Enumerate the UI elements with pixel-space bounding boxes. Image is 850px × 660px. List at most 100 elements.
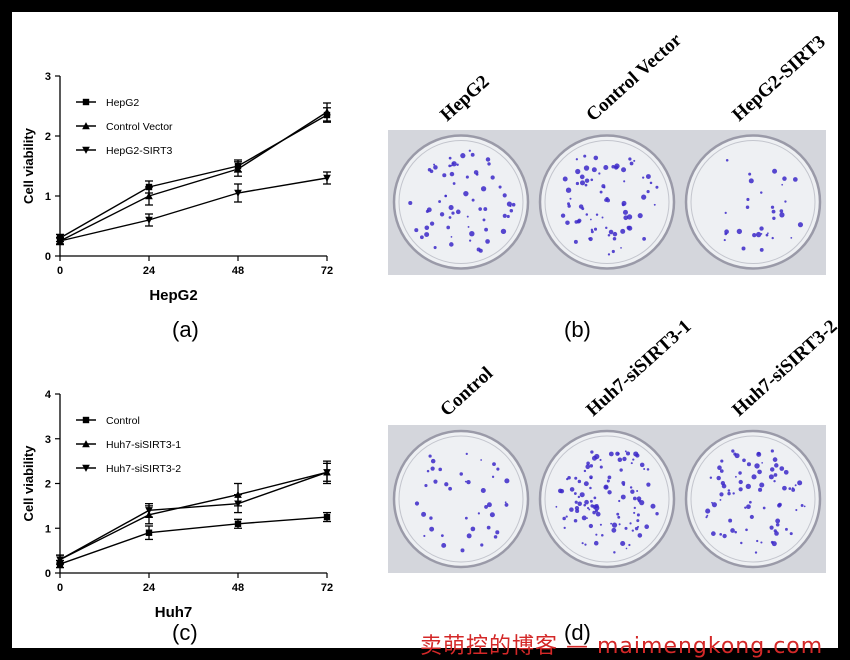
dish-label: Huh7-siSIRT3-2: [728, 316, 838, 421]
colony-dot: [586, 506, 590, 510]
data-point: [323, 469, 331, 477]
colony-dot: [575, 168, 581, 175]
colony-dot: [734, 530, 737, 534]
colony-dot: [728, 518, 733, 523]
colony-dot: [599, 458, 602, 462]
colony-dot: [624, 450, 627, 453]
colony-dot: [605, 226, 608, 230]
colony-dot: [408, 200, 413, 206]
colony-dot: [574, 500, 578, 504]
colony-dot: [742, 458, 746, 463]
colony-dot: [620, 540, 626, 547]
colony-dot: [773, 473, 778, 477]
colony-dot: [746, 504, 751, 510]
colony-dot: [616, 512, 620, 516]
colony-dot: [430, 466, 435, 471]
colony-dot: [757, 469, 762, 475]
line-chart-c: 0 1 2 3 4 0 24 48 72 Huh7 Cell viability Control Huh…: [21, 389, 333, 621]
colony-dot: [761, 462, 763, 464]
colony-dot: [633, 511, 636, 514]
series-1: [56, 102, 331, 246]
colony-dot: [593, 496, 597, 500]
colony-dot: [583, 469, 587, 473]
colony-dot: [559, 488, 565, 494]
colony-dot: [800, 504, 804, 507]
colony-dot: [752, 232, 757, 238]
series-line: [59, 516, 328, 565]
colony-dot: [622, 483, 626, 486]
dish-inner-rim: [690, 140, 816, 264]
colony-dot: [769, 525, 774, 530]
colony-dot: [607, 475, 612, 480]
colony-dot: [626, 214, 633, 220]
colony-dot: [635, 453, 640, 458]
y-tick-label: 3: [45, 71, 51, 83]
colony-dot: [586, 517, 588, 519]
colony-dot: [765, 233, 769, 237]
colony-dot: [625, 451, 631, 456]
colony-dot: [442, 173, 447, 178]
colony-dot: [577, 501, 582, 506]
series-line: [59, 111, 328, 242]
colony-dot: [725, 158, 729, 162]
colony-dot: [655, 185, 659, 189]
colony-dot: [598, 172, 601, 175]
colony-dot: [784, 200, 787, 203]
legend-marker: [82, 122, 90, 130]
line-chart-a: 0 1 2 3 0 24 48 72 HepG2 Cell viability HepG2 Contr…: [21, 71, 333, 304]
colony-dot: [444, 482, 449, 487]
dish-label: HepG2: [436, 71, 493, 125]
colony-dot: [493, 535, 498, 539]
y-tick-label: 1: [45, 191, 51, 203]
colony-dot: [722, 533, 727, 539]
colony-dot: [622, 456, 627, 462]
colony-dot: [477, 512, 481, 515]
colony-dot: [723, 239, 726, 242]
colony-dot: [577, 479, 582, 484]
colony-dot: [583, 154, 587, 158]
colony-dot: [634, 526, 639, 531]
colony-dot: [717, 465, 722, 470]
colony-dot: [470, 526, 476, 532]
colony-dot: [595, 511, 601, 517]
colony-dot: [565, 187, 572, 193]
colony-dot: [797, 222, 804, 228]
colony-dot: [760, 191, 763, 194]
series-line: [59, 114, 328, 239]
watermark-text: 卖萌控的博客 — maimengkong.com: [420, 634, 824, 659]
colony-dot: [738, 487, 743, 492]
colony-dot: [581, 542, 584, 545]
colony-dot: [719, 492, 724, 497]
colony-dot: [719, 498, 722, 501]
colony-dot: [724, 232, 728, 236]
colony-dot: [724, 211, 727, 215]
x-tick-label: 0: [57, 582, 63, 594]
dish-label: Control: [436, 363, 497, 421]
colony-dot: [642, 176, 645, 179]
colony-dot: [730, 528, 735, 533]
colony-dot: [565, 515, 568, 518]
colony-dot: [646, 482, 651, 487]
colony-panel-d: Control Huh7-siSIRT3-1 Huh7-siSIRT3-2: [388, 316, 838, 573]
colony-dot: [599, 190, 603, 194]
colony-dot: [426, 207, 432, 213]
colony-dot: [782, 485, 787, 491]
culture-dish: [392, 134, 530, 270]
colony-dot: [599, 523, 602, 526]
colony-dot: [577, 218, 582, 223]
colony-dot: [592, 504, 597, 509]
colony-dot: [629, 161, 634, 166]
x-tick-label: 24: [143, 265, 156, 277]
y-tick-label: 1: [45, 523, 51, 535]
colony-dot: [584, 499, 589, 505]
colony-dot: [589, 499, 593, 503]
colony-dot: [466, 215, 469, 218]
colony-dot: [463, 190, 469, 197]
colony-dot: [574, 476, 578, 480]
colony-dot: [758, 487, 763, 492]
colony-dot: [575, 158, 578, 161]
colony-dot: [433, 245, 437, 250]
colony-dot: [562, 176, 568, 182]
dish-inner-rim: [690, 435, 816, 563]
colony-dot: [791, 487, 794, 489]
